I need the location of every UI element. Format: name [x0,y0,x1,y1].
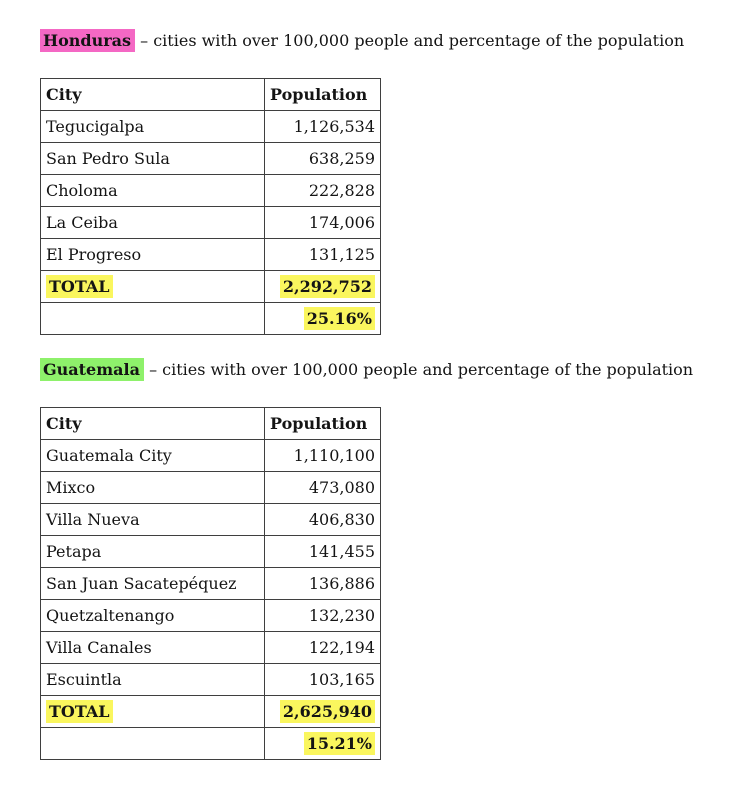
percent-row: 25.16% [40,302,381,335]
population-cell: 141,455 [264,535,381,568]
population-cell: 122,194 [264,631,381,664]
total-value: 2,292,752 [279,275,375,298]
table-row: San Pedro Sula 638,259 [40,142,381,175]
total-row: TOTAL 2,625,940 [40,695,381,728]
guatemala-heading-text: – cities with over 100,000 people and pe… [143,360,694,379]
city-cell: Choloma [40,174,265,207]
table-header-row: City Population [40,78,381,111]
city-cell: Villa Canales [40,631,265,664]
population-cell: 1,126,534 [264,110,381,143]
population-cell: 132,230 [264,599,381,632]
table-row: La Ceiba 174,006 [40,206,381,239]
city-cell: San Juan Sacatepéquez [40,567,265,600]
population-cell: 638,259 [264,142,381,175]
table-row: Choloma 222,828 [40,174,381,207]
population-cell: 473,080 [264,471,381,504]
percent-value: 15.21% [303,732,375,755]
honduras-section-heading: Honduras – cities with over 100,000 peop… [40,29,689,52]
population-cell: 1,110,100 [264,439,381,472]
total-label-cell: TOTAL [40,695,265,728]
guatemala-section-heading: Guatemala – cities with over 100,000 peo… [40,358,693,381]
total-value-cell: 2,292,752 [264,270,381,303]
empty-cell [40,302,265,335]
honduras-country-highlight: Honduras [40,29,136,52]
city-column-header: City [40,407,265,440]
document-page: Honduras – cities with over 100,000 peop… [40,29,693,760]
city-cell: La Ceiba [40,206,265,239]
city-cell: Guatemala City [40,439,265,472]
percent-value: 25.16% [303,307,375,330]
city-column-header: City [40,78,265,111]
percent-row: 15.21% [40,727,381,760]
city-cell: Escuintla [40,663,265,696]
table-row: Petapa 141,455 [40,535,381,568]
table-header-row: City Population [40,407,381,440]
population-column-header: Population [264,78,381,111]
population-cell: 136,886 [264,567,381,600]
table-row: Tegucigalpa 1,126,534 [40,110,381,143]
table-row: Escuintla 103,165 [40,663,381,696]
population-cell: 131,125 [264,238,381,271]
city-cell: Tegucigalpa [40,110,265,143]
city-cell: El Progreso [40,238,265,271]
table-row: Quetzaltenango 132,230 [40,599,381,632]
honduras-heading-text: – cities with over 100,000 people and pe… [135,31,685,50]
table-row: Villa Canales 122,194 [40,631,381,664]
population-cell: 103,165 [264,663,381,696]
table-row: San Juan Sacatepéquez 136,886 [40,567,381,600]
population-cell: 406,830 [264,503,381,536]
guatemala-population-table: City Population Guatemala City 1,110,100 M… [40,407,381,760]
percent-value-cell: 15.21% [264,727,381,760]
city-cell: Petapa [40,535,265,568]
empty-cell [40,727,265,760]
honduras-population-table: City Population Tegucigalpa 1,126,534 San … [40,78,381,335]
total-value-cell: 2,625,940 [264,695,381,728]
population-cell: 222,828 [264,174,381,207]
table-row: El Progreso 131,125 [40,238,381,271]
percent-value-cell: 25.16% [264,302,381,335]
table-row: Villa Nueva 406,830 [40,503,381,536]
table-row: Guatemala City 1,110,100 [40,439,381,472]
guatemala-country-highlight: Guatemala [40,358,144,381]
population-cell: 174,006 [264,206,381,239]
city-cell: San Pedro Sula [40,142,265,175]
total-row: TOTAL 2,292,752 [40,270,381,303]
table-row: Mixco 473,080 [40,471,381,504]
total-label: TOTAL [46,275,113,298]
total-label: TOTAL [46,700,113,723]
total-label-cell: TOTAL [40,270,265,303]
population-column-header: Population [264,407,381,440]
city-cell: Villa Nueva [40,503,265,536]
city-cell: Quetzaltenango [40,599,265,632]
total-value: 2,625,940 [279,700,375,723]
city-cell: Mixco [40,471,265,504]
